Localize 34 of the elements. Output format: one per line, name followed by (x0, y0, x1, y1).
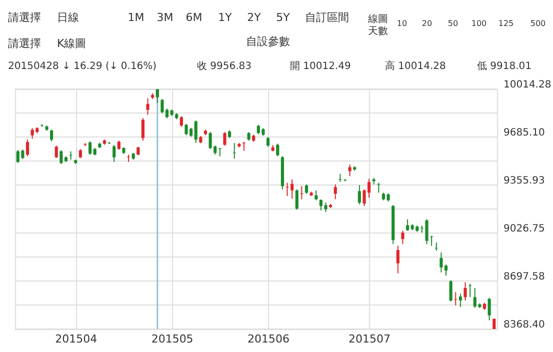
text: 100 (471, 19, 487, 28)
text: 低 9918.01 (477, 61, 532, 72)
text: 50 (448, 19, 458, 28)
text: 請選擇 (8, 11, 41, 24)
text: 125 (498, 19, 514, 28)
text: 高 10014.28 (385, 60, 446, 72)
text: 2Y (247, 11, 262, 24)
text: 20150428 ↓ 16.29 (↓ 0.16%) (8, 61, 157, 72)
text: K線圖 (57, 37, 86, 50)
x-tick-label: 201507 (348, 332, 391, 346)
y-tick-label: 10014.28 (504, 80, 552, 90)
text: 500 (530, 19, 546, 28)
text: 請選擇 (8, 37, 41, 50)
text: 自設參數 (246, 35, 290, 48)
y-tick-label: 9685.10 (504, 128, 545, 138)
text: 10 (396, 19, 408, 28)
text: 日線 (57, 11, 79, 24)
x-tick-label: 201506 (248, 332, 290, 346)
text: 5Y (276, 11, 290, 24)
x-tick-label: 201505 (151, 332, 194, 346)
text: 1Y (218, 11, 232, 24)
x-tick-label: 201504 (55, 332, 98, 346)
y-tick-label: 9355.93 (504, 176, 545, 186)
y-tick-label: 9026.75 (504, 224, 545, 234)
y-tick-label: 8697.58 (504, 272, 545, 282)
text: 線圖天數 (367, 14, 388, 37)
text: 20 (422, 19, 432, 28)
text: 收 9956.83 (197, 61, 252, 72)
text: 1M (128, 11, 144, 24)
text: 6M (186, 11, 202, 24)
text: 開 10012.49 (290, 61, 351, 72)
text: 3M (156, 11, 174, 24)
text: 自訂區間 (305, 11, 349, 24)
y-tick-label: 8368.40 (504, 320, 545, 330)
